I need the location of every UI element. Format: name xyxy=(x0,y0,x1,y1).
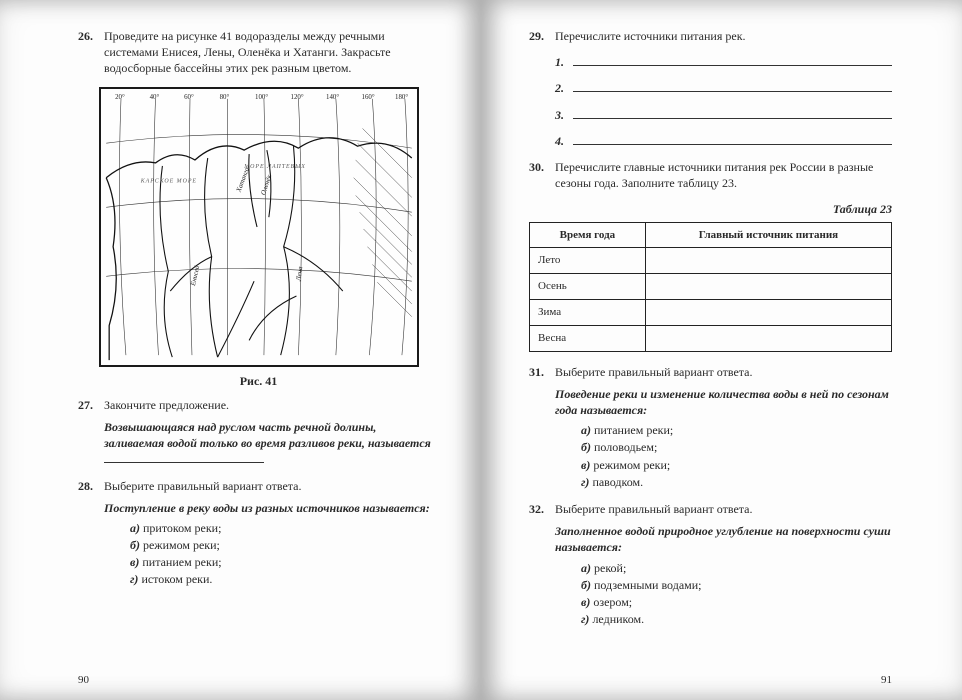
cell-season: Весна xyxy=(530,325,646,351)
svg-text:Лена: Лена xyxy=(295,265,304,282)
option-b[interactable]: б) подземными водами; xyxy=(581,577,892,593)
cell-season: Осень xyxy=(530,274,646,300)
svg-text:20°: 20° xyxy=(115,93,125,100)
option-v[interactable]: в) режимом реки; xyxy=(581,457,892,473)
svg-text:60°: 60° xyxy=(184,93,194,100)
fill-line-3[interactable]: 3. xyxy=(555,107,892,123)
option-g[interactable]: г) ледником. xyxy=(581,611,892,627)
table-label: Таблица 23 xyxy=(529,201,892,217)
blank-line[interactable] xyxy=(104,452,264,463)
table-row: Осень xyxy=(530,274,892,300)
task-number: 27. xyxy=(78,397,104,468)
task-title: Закончите предложение. xyxy=(104,397,439,413)
option-a[interactable]: а) питанием реки; xyxy=(581,422,892,438)
options-list: а) питанием реки; б) половодьем; в) режи… xyxy=(555,422,892,490)
cell-source[interactable] xyxy=(645,274,891,300)
page-number: 90 xyxy=(78,673,89,688)
options-list: а) рекой; б) подземными водами; в) озеро… xyxy=(555,560,892,628)
task-30: 30. Перечислите главные источники питани… xyxy=(529,159,892,191)
task-32: 32. Выберите правильный вариант ответа. … xyxy=(529,501,892,628)
fill-lines: 1. 2. 3. 4. xyxy=(529,54,892,149)
option-v[interactable]: в) озером; xyxy=(581,594,892,610)
figure-caption: Рис. 41 xyxy=(78,373,439,389)
task-29: 29. Перечислите источники питания рек. xyxy=(529,28,892,44)
table-row: Весна xyxy=(530,325,892,351)
right-page: 29. Перечислите источники питания рек. 1… xyxy=(481,0,962,700)
option-g[interactable]: г) паводком. xyxy=(581,474,892,490)
header-season: Время года xyxy=(530,222,646,248)
left-page: 26. Проведите на рисунке 41 водоразделы … xyxy=(0,0,481,700)
option-b[interactable]: б) режимом реки; xyxy=(130,537,439,553)
task-number: 30. xyxy=(529,159,555,191)
option-a[interactable]: а) притоком реки; xyxy=(130,520,439,536)
task-text: Проведите на рисунке 41 водоразделы межд… xyxy=(104,28,439,77)
svg-text:Енисей: Енисей xyxy=(189,264,200,287)
task-text: Заполненное водой природное углубление н… xyxy=(555,523,892,555)
svg-text:140°: 140° xyxy=(326,93,339,100)
task-title: Выберите правильный вариант ответа. xyxy=(555,501,892,517)
table-row: Зима xyxy=(530,300,892,326)
task-26: 26. Проведите на рисунке 41 водоразделы … xyxy=(78,28,439,77)
task-body: Закончите предложение. Возвышающаяся над… xyxy=(104,397,439,468)
svg-text:80°: 80° xyxy=(219,93,229,100)
task-number: 26. xyxy=(78,28,104,77)
page-number: 91 xyxy=(881,673,892,688)
task-body: Выберите правильный вариант ответа. Пове… xyxy=(555,364,892,491)
svg-text:Хатанга: Хатанга xyxy=(235,166,251,194)
fill-line-4[interactable]: 4. xyxy=(555,133,892,149)
map-figure: 20° 40° 60° 80° 100° 120° 140° 160° 180°… xyxy=(78,87,439,389)
svg-text:МОРЕ ЛАПТЕВЫХ: МОРЕ ЛАПТЕВЫХ xyxy=(243,163,306,169)
cell-source[interactable] xyxy=(645,300,891,326)
seasons-table: Время года Главный источник питания Лето… xyxy=(529,222,892,352)
map-box: 20° 40° 60° 80° 100° 120° 140° 160° 180°… xyxy=(99,87,419,367)
table-header-row: Время года Главный источник питания xyxy=(530,222,892,248)
task-text: Поведение реки и изменение количества во… xyxy=(555,386,892,418)
table-row: Лето xyxy=(530,248,892,274)
task-27: 27. Закончите предложение. Возвышающаяся… xyxy=(78,397,439,468)
task-number: 29. xyxy=(529,28,555,44)
task-number: 32. xyxy=(529,501,555,628)
svg-text:40°: 40° xyxy=(149,93,159,100)
task-text: Перечислите источники питания рек. xyxy=(555,28,892,44)
task-body: Выберите правильный вариант ответа. Пост… xyxy=(104,478,439,589)
option-b[interactable]: б) половодьем; xyxy=(581,439,892,455)
svg-text:180°: 180° xyxy=(395,93,408,100)
cell-source[interactable] xyxy=(645,325,891,351)
cell-season: Зима xyxy=(530,300,646,326)
task-number: 31. xyxy=(529,364,555,491)
options-list: а) притоком реки; б) режимом реки; в) пи… xyxy=(104,520,439,588)
option-v[interactable]: в) питанием реки; xyxy=(130,554,439,570)
svg-text:КАРСКОЕ МОРЕ: КАРСКОЕ МОРЕ xyxy=(139,178,196,184)
task-31: 31. Выберите правильный вариант ответа. … xyxy=(529,364,892,491)
cell-source[interactable] xyxy=(645,248,891,274)
fill-line-1[interactable]: 1. xyxy=(555,54,892,70)
svg-text:160°: 160° xyxy=(361,93,374,100)
header-source: Главный источник питания xyxy=(645,222,891,248)
task-text: Поступление в реку воды из разных источн… xyxy=(104,500,439,516)
task-28: 28. Выберите правильный вариант ответа. … xyxy=(78,478,439,589)
option-a[interactable]: а) рекой; xyxy=(581,560,892,576)
task-text: Возвышающаяся над руслом часть речной до… xyxy=(104,419,439,468)
task-body: Выберите правильный вариант ответа. Запо… xyxy=(555,501,892,628)
svg-text:120°: 120° xyxy=(290,93,303,100)
option-g[interactable]: г) истоком реки. xyxy=(130,571,439,587)
cell-season: Лето xyxy=(530,248,646,274)
fill-line-2[interactable]: 2. xyxy=(555,80,892,96)
task-text: Перечислите главные источники питания ре… xyxy=(555,159,892,191)
task-number: 28. xyxy=(78,478,104,589)
map-svg: 20° 40° 60° 80° 100° 120° 140° 160° 180°… xyxy=(101,89,417,365)
svg-text:Оленёк: Оленёк xyxy=(260,173,273,196)
task-title: Выберите правильный вариант ответа. xyxy=(104,478,439,494)
task-title: Выберите правильный вариант ответа. xyxy=(555,364,892,380)
svg-text:100°: 100° xyxy=(255,93,268,100)
